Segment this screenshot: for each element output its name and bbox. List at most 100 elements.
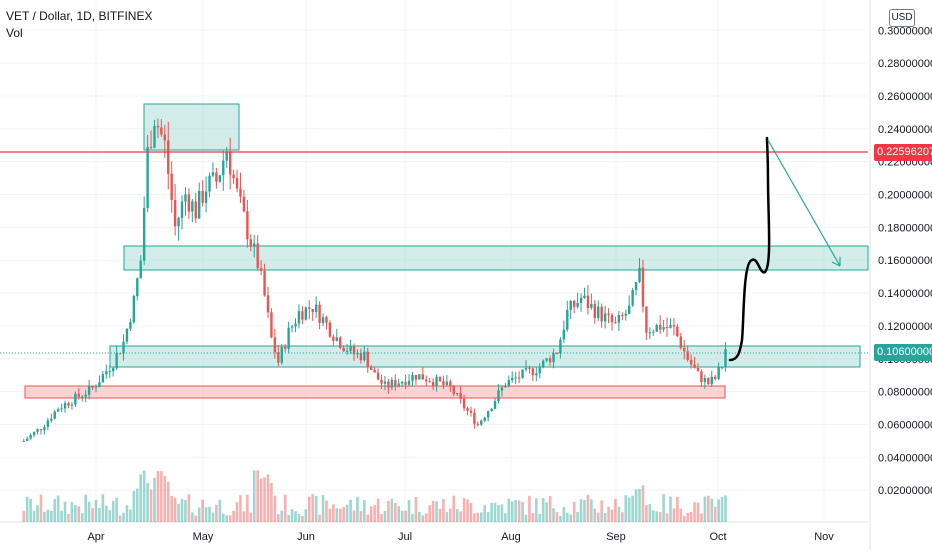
volume-bar <box>215 504 218 522</box>
candle-body <box>118 353 122 355</box>
volume-bar <box>101 494 105 522</box>
y-tick-label: 0.14000000 <box>878 288 932 300</box>
volume-bar <box>407 500 411 522</box>
candle-body <box>394 380 397 387</box>
volume-bar <box>672 508 676 522</box>
volume-bar <box>146 483 149 522</box>
candle-body <box>418 374 421 380</box>
volume-bar <box>421 515 425 522</box>
candle-body <box>645 306 648 333</box>
volume-bar <box>631 495 634 522</box>
candle-body <box>507 380 510 387</box>
candle-body <box>542 360 545 368</box>
candle-body <box>26 438 29 441</box>
candle-body <box>383 381 387 384</box>
volume-bar <box>221 513 225 522</box>
candle-body <box>514 377 517 379</box>
volume-bar <box>283 494 287 522</box>
volume-bar <box>342 506 345 522</box>
candle-body <box>435 376 438 386</box>
volume-bar <box>552 508 555 522</box>
candle-body <box>569 300 572 311</box>
candle-body <box>703 377 707 383</box>
volume-bar <box>569 514 573 522</box>
candle-body <box>579 297 583 303</box>
candle-body <box>714 376 717 379</box>
volume-bar <box>29 498 32 522</box>
currency-button[interactable]: USD <box>889 9 915 27</box>
candle-body <box>679 336 682 348</box>
volume-bar <box>43 511 46 522</box>
candle-body <box>342 347 345 352</box>
candle-body <box>98 382 101 388</box>
volume-bar <box>583 499 586 522</box>
volume-bar <box>156 471 160 522</box>
volume-bar <box>469 502 473 522</box>
volume-bar <box>239 495 242 522</box>
candle-body <box>139 260 142 279</box>
volume-bar <box>383 510 387 522</box>
candle-body <box>249 239 252 247</box>
candle-body <box>631 290 634 306</box>
volume-bar <box>125 505 129 522</box>
candle-body <box>235 178 239 189</box>
volume-bar <box>610 509 614 522</box>
candle-body <box>548 358 552 363</box>
candle-body <box>376 372 380 380</box>
candle-body <box>129 322 132 329</box>
candle-body <box>29 434 32 439</box>
candle-body <box>122 341 125 354</box>
zones <box>24 103 869 399</box>
candle-body <box>239 188 242 197</box>
volume-bar <box>242 511 246 522</box>
volume-bar <box>459 511 462 522</box>
candle-body <box>363 351 366 361</box>
candle-body <box>693 364 696 368</box>
candle-body <box>321 317 325 323</box>
x-tick-label: Apr <box>87 531 104 543</box>
volume-bar <box>724 495 727 522</box>
candle-body <box>142 208 146 261</box>
volume-bar <box>545 502 548 522</box>
candle-body <box>232 174 235 179</box>
candle-body <box>46 420 50 427</box>
candle-body <box>538 367 541 374</box>
volume-bar <box>277 514 280 522</box>
candle-body <box>566 310 569 330</box>
candle-body <box>445 381 449 385</box>
volume-bar <box>204 507 208 522</box>
volume-bar <box>184 500 187 522</box>
volume-bar <box>600 500 603 522</box>
volume-bar <box>387 500 390 522</box>
target-arrowhead <box>831 257 841 267</box>
volume-bar <box>713 506 717 522</box>
volume-bar <box>562 507 566 522</box>
volume-bar <box>142 470 146 522</box>
volume-bar <box>280 510 284 522</box>
candle-body <box>700 371 703 383</box>
volume-bar <box>541 498 545 522</box>
volume-bar <box>63 501 67 522</box>
volume-bar <box>263 477 266 522</box>
volume-bar <box>218 499 222 522</box>
candle-body <box>590 303 593 308</box>
candle-body <box>36 429 39 432</box>
candle-body <box>94 387 98 389</box>
candle-body <box>105 371 108 375</box>
volume-bar <box>686 512 689 522</box>
volume-bar <box>696 502 700 522</box>
candle-body <box>160 127 163 135</box>
target-arrow-line <box>767 139 841 267</box>
candle-body <box>125 328 129 342</box>
candle-body <box>70 404 74 406</box>
volume-bar <box>497 504 500 522</box>
candle-body <box>658 324 662 330</box>
volume-bar <box>565 512 569 522</box>
volume-bar <box>256 470 259 522</box>
y-tick-label: 0.30000000 <box>878 25 932 37</box>
x-tick-label: Oct <box>709 531 726 543</box>
candle-body <box>710 376 713 385</box>
legend: VET / Dollar, 1D, BITFINEX Vol <box>6 8 152 42</box>
